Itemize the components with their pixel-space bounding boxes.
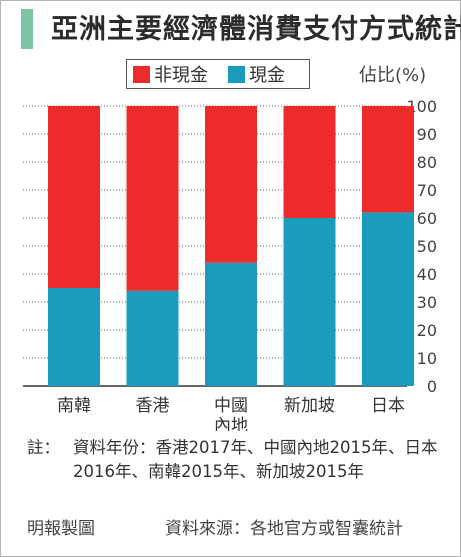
legend-item-cash: 現金: [228, 61, 285, 87]
x-tick-label: 新加坡: [284, 396, 335, 416]
y-tick-label: 40: [417, 265, 437, 284]
chart-title: 亞洲主要經濟體消費支付方式統計: [51, 14, 461, 45]
data-source: 資料來源：各地官方或智囊統計: [165, 519, 403, 539]
y-tick-label: 10: [417, 349, 437, 368]
y-tick-label: 30: [417, 293, 437, 312]
bar-non-cash: [283, 106, 336, 218]
chart-plot: 0 10 20 30 40 50 60 70 80 90 100 南韓 香港 中國內地 新加坡 日本: [23, 97, 437, 431]
footnote-text: 資料年份：香港2017年、中國內地2015年、日本2016年、南韓2015年、新…: [73, 438, 438, 481]
bar-cash: [283, 218, 336, 386]
title-accent-bar: [21, 9, 33, 49]
bar-non-cash: [48, 106, 100, 288]
bar-non-cash: [126, 106, 179, 291]
bar-non-cash: [362, 106, 414, 213]
y-tick-label: 100: [406, 97, 437, 116]
y-tick-label: 60: [417, 209, 437, 228]
y-axis-unit-label: 佔比(%): [359, 65, 427, 86]
x-tick-label: 香港: [136, 396, 170, 416]
y-tick-label: 80: [417, 153, 437, 172]
y-tick-label: 50: [417, 237, 437, 256]
graphic-credit: 明報製圖: [27, 519, 95, 539]
legend-label-non-cash: 非現金: [154, 65, 208, 86]
y-tick-label: 70: [417, 181, 437, 200]
legend-label-cash: 現金: [249, 65, 285, 86]
x-tick-label: 內地: [214, 416, 248, 431]
legend: 非現金 現金: [126, 59, 310, 89]
bar-non-cash: [205, 106, 257, 263]
footnote-lead: 註：: [27, 438, 60, 457]
y-tick-label: 0: [427, 377, 437, 396]
x-tick-label: 中國: [214, 396, 248, 416]
x-tick-label: 南韓: [57, 396, 91, 416]
legend-item-non-cash: 非現金: [133, 61, 208, 87]
legend-swatch-non-cash: [133, 65, 150, 83]
legend-swatch-cash: [228, 65, 245, 83]
y-tick-label: 90: [417, 125, 437, 144]
bar-cash: [48, 288, 100, 386]
footnote: 註： 資料年份：香港2017年、中國內地2015年、日本2016年、南韓2015…: [27, 436, 447, 484]
bar-cash: [205, 262, 257, 386]
bar-cash: [362, 212, 414, 386]
bar-cash: [126, 290, 179, 386]
y-tick-label: 20: [417, 321, 437, 340]
x-tick-label: 日本: [371, 396, 405, 416]
